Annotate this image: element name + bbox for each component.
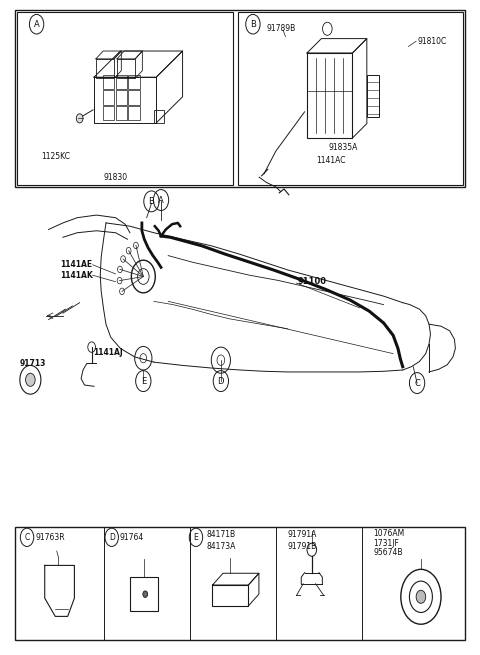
Bar (213, 585, 248, 606)
Bar (15, 527, 465, 640)
Text: E: E (193, 533, 198, 542)
Text: 1731JF: 1731JF (373, 538, 399, 548)
Text: 1141AK: 1141AK (60, 271, 93, 280)
Bar (94, 77, 156, 123)
Circle shape (416, 590, 426, 603)
Text: 1141AC: 1141AC (317, 157, 346, 165)
Text: 1141AJ: 1141AJ (93, 348, 123, 357)
Circle shape (25, 373, 35, 386)
Bar (154, 110, 164, 123)
Text: 91713: 91713 (20, 359, 46, 368)
Circle shape (76, 114, 83, 123)
Text: 91789B: 91789B (266, 24, 296, 33)
Text: C: C (24, 533, 30, 542)
Bar (129, 75, 140, 89)
Text: 91763R: 91763R (35, 533, 65, 542)
Bar (15, 10, 465, 187)
Text: 91100: 91100 (298, 277, 326, 286)
Text: A: A (158, 196, 164, 204)
Text: 91791A: 91791A (288, 530, 317, 539)
Bar (17, 12, 233, 185)
Text: C: C (414, 379, 420, 388)
Text: 91791B: 91791B (288, 542, 317, 551)
Bar (129, 90, 140, 105)
Bar (116, 106, 127, 121)
Text: B: B (250, 20, 256, 29)
Text: D: D (217, 377, 224, 386)
Circle shape (143, 591, 148, 597)
Text: 84171B: 84171B (206, 530, 236, 539)
Bar (116, 75, 127, 89)
Text: 91764: 91764 (120, 533, 144, 542)
Bar (367, 75, 379, 117)
Bar (117, 59, 135, 79)
Bar (96, 59, 114, 79)
Bar (238, 12, 463, 185)
Text: E: E (141, 377, 146, 386)
Text: 91835A: 91835A (328, 143, 358, 152)
Text: 1141AE: 1141AE (60, 260, 93, 269)
Bar (130, 577, 157, 611)
Bar (103, 106, 114, 121)
Text: 95674B: 95674B (373, 548, 403, 557)
Text: 1125KC: 1125KC (41, 152, 71, 160)
Text: 91830: 91830 (104, 173, 128, 181)
Text: D: D (109, 533, 115, 542)
Bar (129, 106, 140, 121)
Bar (103, 90, 114, 105)
Text: 91810C: 91810C (417, 37, 446, 46)
Bar (116, 90, 127, 105)
Text: 1076AM: 1076AM (373, 529, 404, 538)
Bar (307, 53, 352, 138)
Bar (103, 75, 114, 89)
Text: B: B (148, 197, 155, 206)
Text: A: A (34, 20, 39, 29)
Text: 84173A: 84173A (206, 542, 236, 551)
